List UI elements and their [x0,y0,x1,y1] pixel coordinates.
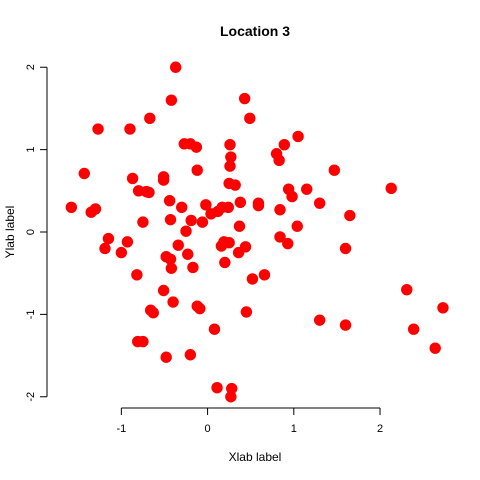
data-point [85,206,97,218]
data-point [160,351,172,363]
data-point [99,242,111,255]
data-point [224,138,236,151]
data-point [190,141,203,153]
data-point [157,174,170,186]
data-point [180,225,192,237]
data-point [252,199,265,212]
data-point [224,160,236,172]
x-tick-label: 2 [377,423,383,435]
data-point [313,314,326,326]
data-point [274,204,286,216]
data-point [200,199,212,211]
data-point [292,130,304,143]
data-point [222,201,234,213]
data-point [244,112,256,125]
data-point [144,112,156,125]
data-point [313,197,326,209]
data-point [344,209,356,222]
data-point [176,201,188,213]
data-point [78,167,90,180]
data-point [232,246,245,259]
data-point [401,283,413,296]
data-point [164,213,177,226]
data-point [163,194,176,207]
data-point [172,239,184,251]
data-point [182,248,194,260]
data-point [115,246,128,259]
y-tick-label: 2 [25,64,37,70]
data-point [301,183,313,195]
data-point [238,92,251,105]
data-point [185,214,197,227]
data-point [219,256,231,269]
data-point [274,231,286,243]
data-point [258,269,271,281]
data-point [225,391,237,403]
data-point [157,284,170,297]
y-axis: -2 -1 0 1 2 [25,64,48,402]
data-point [124,123,136,135]
data-point [240,306,253,318]
data-point [165,94,178,106]
y-tick-label: -1 [25,309,37,319]
data-point [215,240,228,252]
x-axis-label: Xlab label [229,450,282,464]
data-point [211,382,223,394]
data-point [137,335,149,348]
data-point [126,172,139,185]
data-point [187,261,199,274]
data-point [196,216,209,228]
y-tick-label: 0 [25,229,37,235]
data-point [273,154,285,167]
data-point [131,269,143,281]
data-point [205,208,217,220]
data-point [147,307,159,319]
data-point [143,186,155,199]
data-point [233,220,246,232]
data-point [286,190,298,203]
data-point [121,236,134,248]
data-point [92,123,104,135]
x-axis: -1 0 1 2 [116,407,383,435]
data-point [385,182,397,195]
data-point [429,342,441,354]
data-point [328,164,341,176]
data-point [184,349,197,361]
data-point [339,242,352,255]
chart-title: Location 3 [220,23,290,39]
data-point [169,61,182,73]
data-point [291,220,303,232]
data-points [65,61,449,403]
data-point [65,201,78,213]
data-point [234,196,247,209]
data-point [282,237,294,250]
data-point [194,302,206,315]
data-point [167,296,179,308]
y-tick-label: -2 [25,392,37,402]
data-point [339,319,352,331]
data-point [191,164,203,176]
data-point [437,302,449,314]
data-point [246,273,259,285]
data-point [208,323,221,335]
data-point [229,179,241,191]
x-tick-label: 1 [291,423,297,435]
y-tick-label: 1 [25,147,37,153]
data-point [102,232,115,245]
data-point [137,216,149,228]
x-tick-label: -1 [116,423,126,435]
data-point [278,138,291,151]
data-point [407,323,420,335]
data-point [165,262,178,274]
x-tick-label: 0 [205,423,211,435]
y-axis-label: Ylab label [3,206,17,259]
